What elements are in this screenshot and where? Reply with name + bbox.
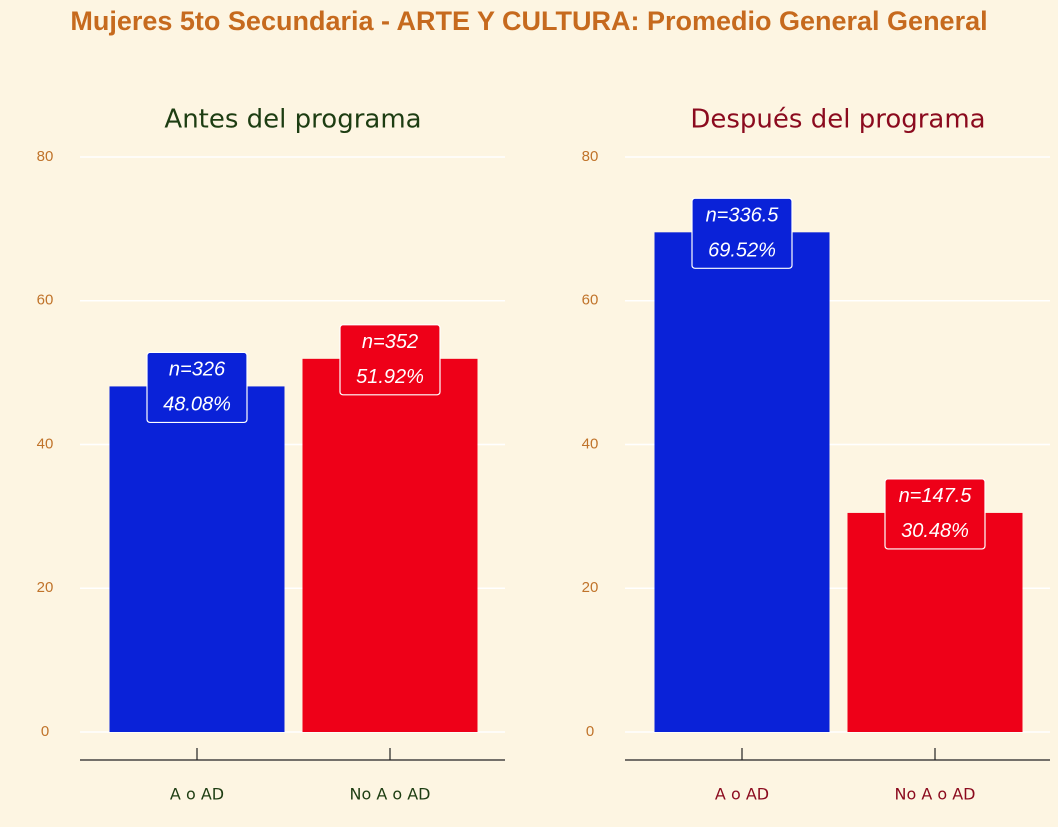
bar <box>654 232 830 732</box>
y-tick-label: 40 <box>37 435 54 452</box>
count-label: n=147.5 <box>899 485 973 507</box>
y-tick-label: 20 <box>582 579 599 596</box>
count-label: n=326 <box>169 359 226 381</box>
y-tick-label: 40 <box>582 435 599 452</box>
x-tick-label: A o AD <box>170 785 224 804</box>
label-box <box>339 324 441 396</box>
y-tick-label: 20 <box>37 579 54 596</box>
label-box <box>691 197 793 269</box>
panel-title: Después del programa <box>690 105 985 135</box>
y-tick-label: 60 <box>582 292 599 309</box>
y-tick-label: 60 <box>37 292 54 309</box>
y-tick-label: 0 <box>586 723 594 740</box>
bar <box>302 358 478 732</box>
label-box <box>146 351 248 424</box>
x-tick-label: No A o AD <box>349 785 430 804</box>
y-tick-label: 0 <box>41 723 49 740</box>
bar <box>109 386 285 732</box>
x-tick-label: No A o AD <box>894 785 975 804</box>
panel-title: Antes del programa <box>164 105 421 135</box>
x-tick-label: A o AD <box>715 785 769 804</box>
y-tick-label: 80 <box>582 148 599 165</box>
value-label: 51.92% <box>356 366 424 388</box>
value-label: 48.08% <box>163 394 231 416</box>
value-label: 30.48% <box>901 520 969 542</box>
y-tick-label: 80 <box>37 148 54 165</box>
count-label: n=336.5 <box>706 205 780 227</box>
value-label: 69.52% <box>708 240 776 262</box>
count-label: n=352 <box>362 331 418 353</box>
label-box <box>884 478 986 550</box>
page-title: Mujeres 5to Secundaria - ARTE Y CULTURA:… <box>70 6 988 36</box>
